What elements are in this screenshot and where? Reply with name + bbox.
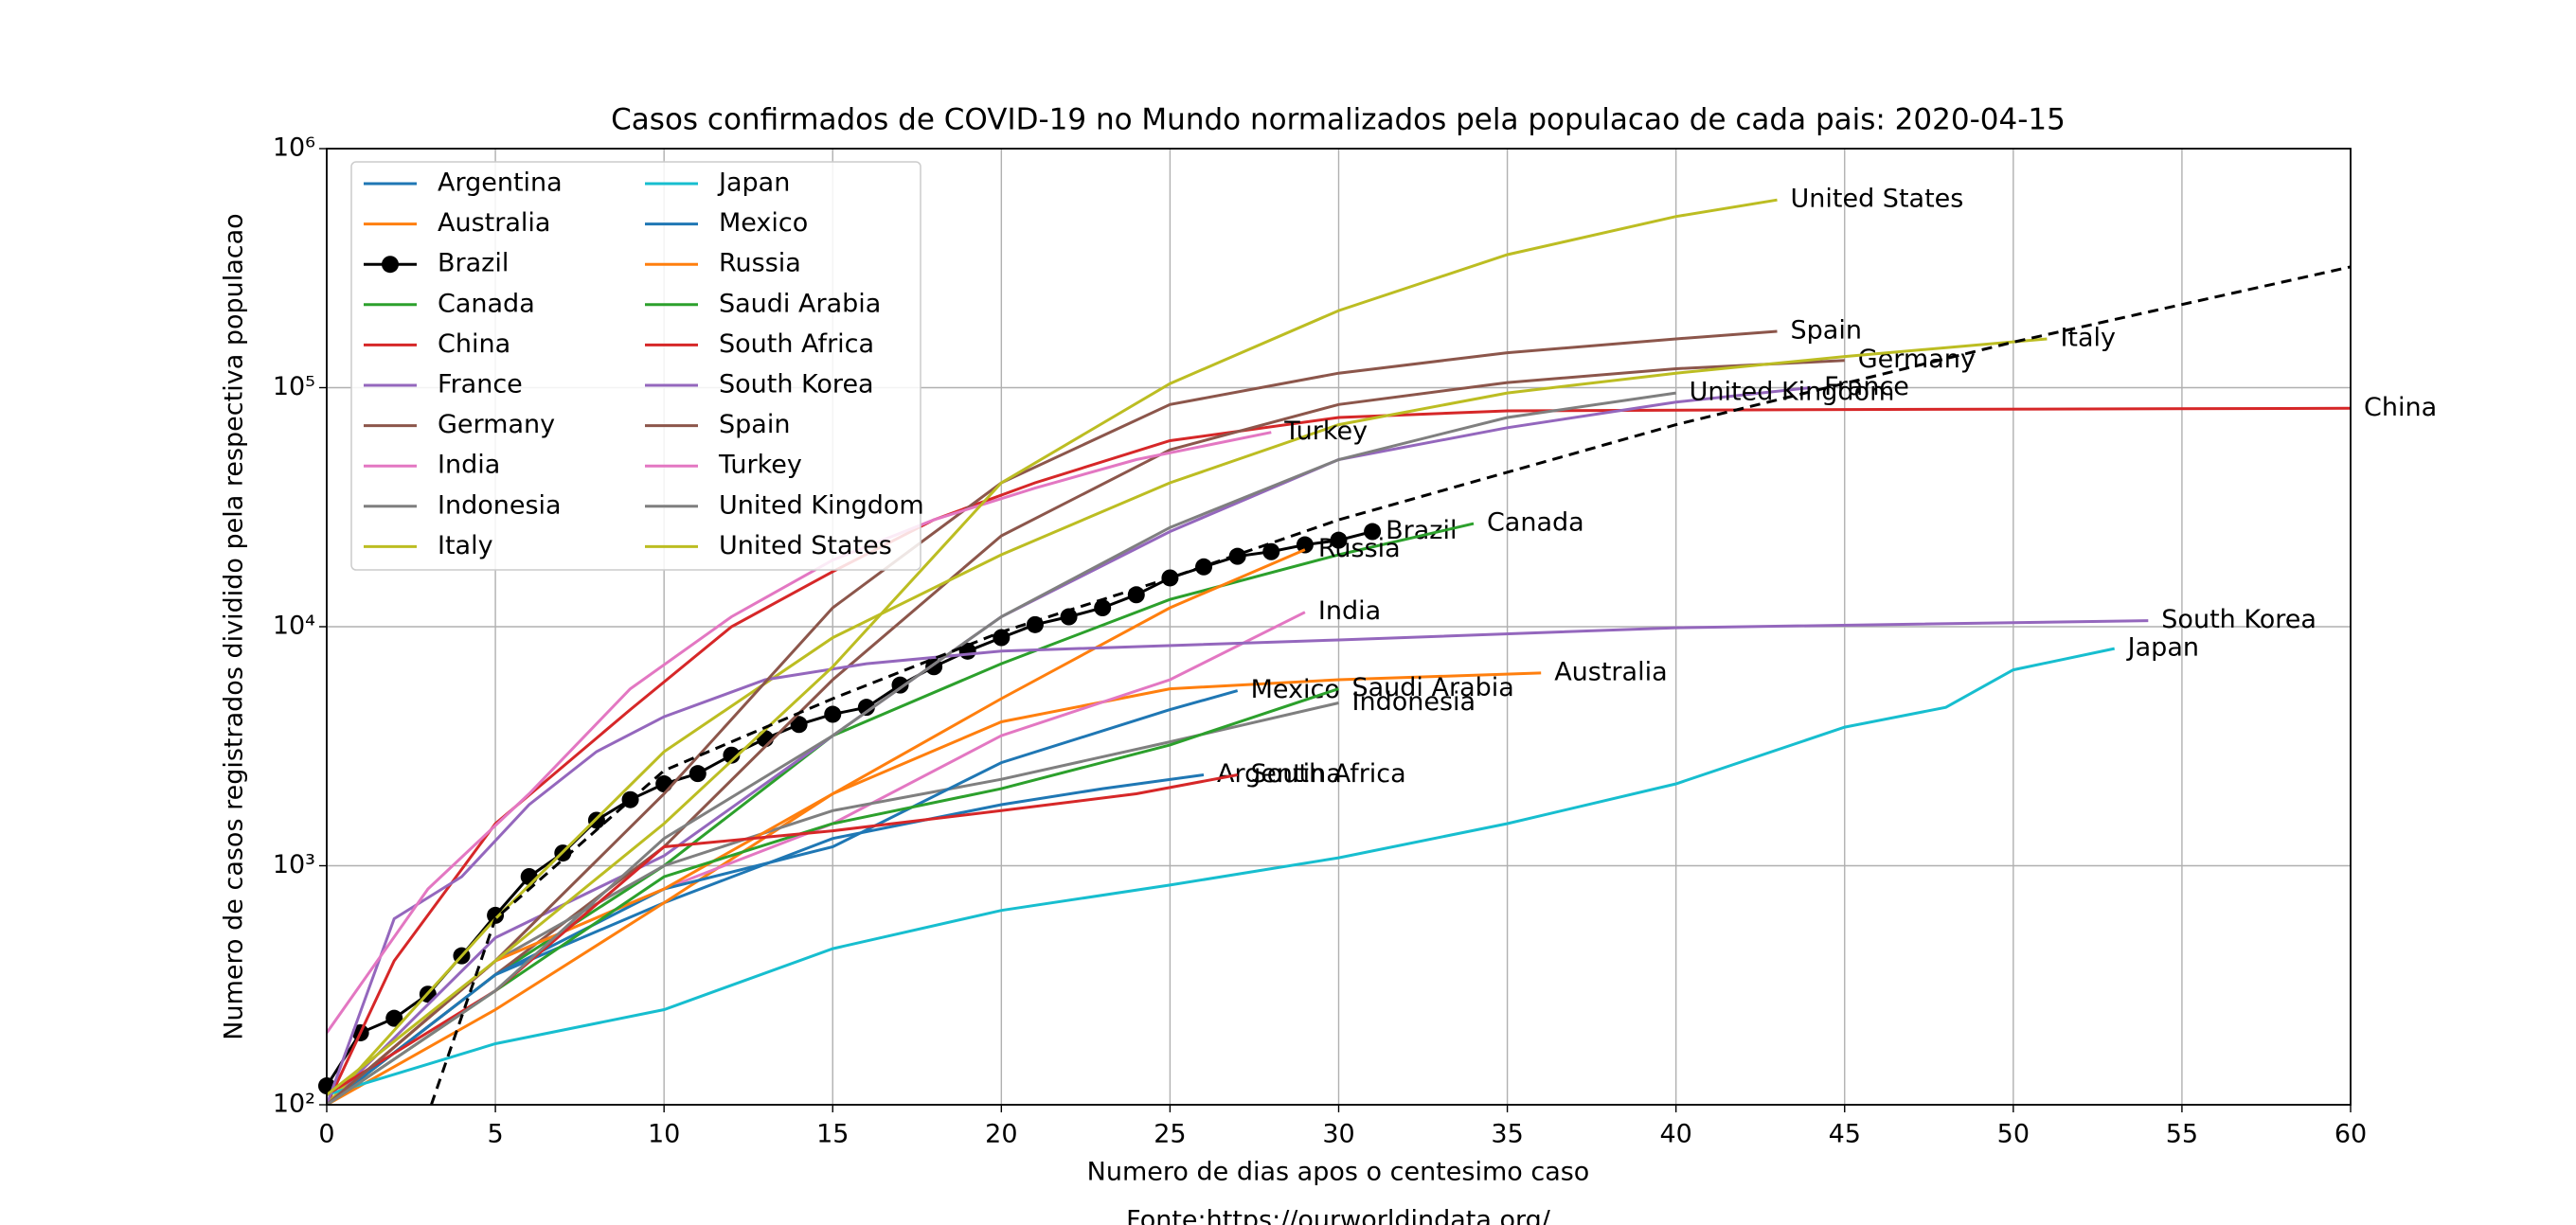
legend-label: Brazil	[438, 249, 509, 278]
series-line	[327, 386, 1812, 1105]
series-marker	[1060, 608, 1078, 626]
series-marker	[723, 746, 741, 764]
legend-label: Argentina	[438, 169, 563, 198]
series-line	[327, 359, 1845, 1105]
legend-label: India	[438, 451, 500, 480]
legend-label: Australia	[438, 208, 550, 238]
plot-frame	[326, 148, 2352, 1106]
x-tick-label: 60	[2334, 1120, 2367, 1149]
x-tick-label: 15	[816, 1120, 849, 1149]
x-tick-label: 55	[2166, 1120, 2198, 1149]
y-tick-label: 10⁴	[273, 612, 315, 641]
x-tick-label: 20	[985, 1120, 1017, 1149]
y-tick-label: 10⁵	[273, 372, 315, 401]
legend-label: United States	[719, 531, 892, 560]
series-end-label: United Kingdom	[1690, 378, 1895, 407]
series-marker	[891, 676, 909, 694]
series-marker	[1094, 599, 1112, 617]
legend-label: Russia	[719, 249, 801, 278]
legend-label: Germany	[438, 410, 555, 439]
legend-marker	[382, 256, 399, 274]
legend-box	[350, 161, 921, 571]
series-end-label: Australia	[1554, 657, 1667, 686]
series-end-label: Spain	[1791, 316, 1862, 346]
x-tick-label: 10	[648, 1120, 680, 1149]
series-line	[327, 619, 2149, 1105]
legend-label: Japan	[717, 169, 790, 198]
legend-label: Canada	[438, 289, 535, 318]
series-marker	[824, 705, 842, 723]
x-tick-label: 30	[1322, 1120, 1354, 1149]
series-end-label: China	[2364, 393, 2437, 422]
series-marker	[857, 699, 875, 717]
series-end-label: Canada	[1487, 508, 1584, 538]
y-axis-label: Numero de casos registrados dividido pel…	[220, 213, 249, 1039]
x-tick-label: 40	[1659, 1120, 1691, 1149]
series-end-label: Saudi Arabia	[1352, 673, 1514, 702]
series-marker	[689, 765, 707, 783]
y-tick-label: 10³	[273, 850, 315, 879]
series-end-label: Argentina	[1217, 759, 1342, 789]
legend-label: Turkey	[718, 451, 802, 480]
legend: Argentina Australia Brazil Canada China Franc…	[350, 161, 924, 571]
series-marker	[487, 906, 505, 924]
series-marker	[385, 1009, 403, 1027]
series-line	[327, 611, 1306, 1105]
x-tick-label: 35	[1491, 1120, 1523, 1149]
series-end-label: Indonesia	[1352, 687, 1476, 717]
legend-label: South Korea	[719, 370, 874, 399]
legend-label: South Africa	[719, 329, 874, 359]
series-end-label: South Africa	[1251, 759, 1406, 789]
series-line	[327, 391, 1676, 1105]
x-tick-label: 50	[1997, 1120, 2030, 1149]
x-tick-label: 5	[487, 1120, 503, 1149]
x-tick-label: 25	[1154, 1120, 1186, 1149]
y-tick-label: 10²	[273, 1090, 315, 1119]
series-line	[327, 337, 2048, 1105]
series-line	[327, 647, 2116, 1096]
series-end-label: South Korea	[2161, 605, 2317, 634]
series-end-label: Turkey	[1283, 417, 1368, 446]
series-line	[327, 689, 1239, 1105]
series-line	[327, 671, 1542, 1105]
series-line	[327, 329, 1778, 1105]
x-axis-label: Numero de dias apos o centesimo caso	[1087, 1158, 1590, 1187]
series-marker	[1262, 542, 1280, 560]
legend-label: France	[438, 370, 523, 399]
series-marker	[520, 868, 538, 886]
series-end-label: Russia	[1318, 534, 1401, 563]
series-marker	[655, 775, 673, 793]
series-marker	[790, 716, 808, 734]
legend-label: Indonesia	[438, 490, 562, 520]
series-line	[327, 522, 1475, 1105]
x-tick-label: 0	[318, 1120, 334, 1149]
trend-line	[429, 265, 2351, 1105]
series-marker	[1228, 547, 1246, 565]
series-end-label: Mexico	[1251, 675, 1340, 704]
x-tick-label: 45	[1829, 1120, 1861, 1149]
series-line	[327, 431, 1272, 1034]
y-tick-label: 10⁶	[273, 133, 315, 163]
series-end-label: India	[1318, 596, 1381, 626]
series-marker	[1364, 523, 1382, 541]
legend-label: Italy	[438, 531, 493, 560]
series-marker	[1296, 536, 1314, 554]
legend-label: Mexico	[719, 208, 808, 238]
series-line	[327, 198, 1778, 1096]
legend-label: Spain	[719, 410, 790, 439]
series-marker	[993, 629, 1011, 647]
legend-label: United Kingdom	[719, 490, 924, 520]
source-note: Fonte:https://ourworldindata.org/	[1126, 1206, 1551, 1225]
legend-label: Saudi Arabia	[719, 289, 881, 318]
legend-label: China	[438, 329, 510, 359]
series-end-label: Japan	[2126, 633, 2199, 663]
series-end-label: United States	[1791, 185, 1964, 214]
series-marker	[1330, 531, 1348, 549]
series-end-label: Italy	[2060, 323, 2116, 352]
chart-title: Casos confirmados de COVID-19 no Mundo n…	[611, 103, 2066, 137]
